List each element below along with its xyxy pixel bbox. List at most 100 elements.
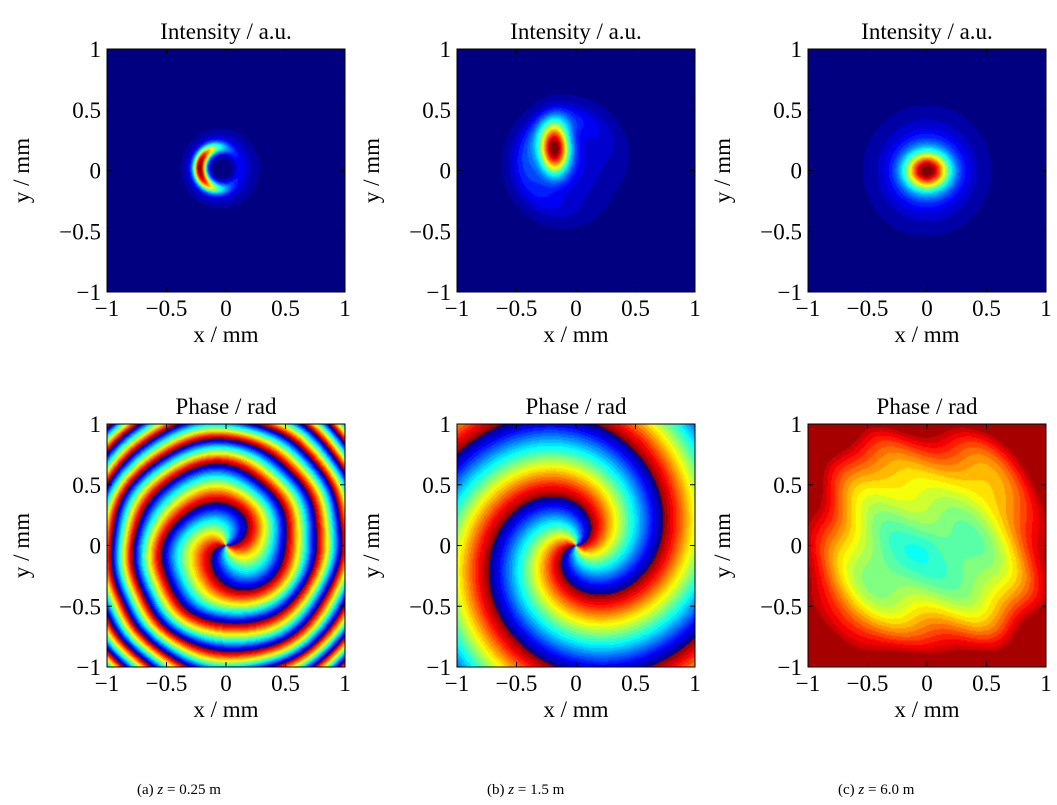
- y-tick-label: 0.5: [773, 473, 802, 498]
- x-tick-label: 1: [689, 296, 701, 321]
- y-tick-label: 1: [90, 412, 102, 437]
- y-tick-label: 0: [791, 159, 803, 184]
- caption-unit: m: [903, 782, 915, 798]
- phase-panel-c: Phase / rad −1−1 −0.5 −0.5 0 0 0.5 0.5 1 1 x / mm y…: [710, 394, 1052, 722]
- phase-panel-a: Phase / rad −1−1 −0.5 −0.5 0 0 0.5 0.5 1 1 x / mm y…: [9, 394, 351, 722]
- x-tick-label: 0.5: [271, 296, 300, 321]
- y-tick-label: 0.5: [72, 473, 101, 498]
- y-tick-label: −0.5: [760, 219, 802, 244]
- x-tick-label: −0.5: [847, 296, 889, 321]
- y-tick-label: 0.5: [773, 98, 802, 123]
- y-tick-label: −1: [77, 280, 101, 305]
- x-tick-label: 0: [921, 296, 933, 321]
- x-tick-label: 0.5: [621, 296, 650, 321]
- panel-title: Phase / rad: [877, 394, 978, 419]
- y-axis-label: y / mm: [9, 138, 34, 203]
- caption-equals: =: [864, 782, 880, 798]
- y-tick-label: −1: [77, 655, 101, 680]
- panel-title: Phase / rad: [176, 394, 277, 419]
- x-tick-label: 0: [570, 671, 582, 696]
- x-tick-label: 0: [570, 296, 582, 321]
- caption-tag: (a): [137, 782, 157, 798]
- subfigure-caption-b: (b) z = 1.5 m: [487, 782, 565, 798]
- intensity-panel-c: Intensity / a.u. −1−1 −0.5 −0.5 0 0 0.5 0.5 1 1 x …: [710, 19, 1052, 347]
- y-tick-label: 1: [440, 412, 452, 437]
- intensity-panel-b: Intensity / a.u.−1−1−0.5−0.5000.50.511x …: [359, 19, 701, 347]
- y-tick-label: 1: [791, 37, 803, 62]
- x-axis-label: x / mm: [894, 322, 959, 347]
- x-tick-label: 1: [1040, 296, 1052, 321]
- y-tick-label: 1: [791, 412, 803, 437]
- y-tick-label: 0: [440, 534, 452, 559]
- y-tick-label: 0: [90, 159, 102, 184]
- y-tick-label: −0.5: [59, 594, 101, 619]
- panel-title: Intensity / a.u.: [160, 19, 292, 44]
- caption-value: 1.5: [530, 782, 553, 798]
- caption-equals: =: [514, 782, 530, 798]
- caption-unit: m: [553, 782, 565, 798]
- caption-value: 0.25: [179, 782, 209, 798]
- y-tick-label: −0.5: [409, 594, 451, 619]
- panel-title: Phase / rad: [526, 394, 627, 419]
- subfigure-caption-a: (a) z = 0.25 m: [137, 782, 221, 798]
- caption-value: 6.0: [880, 782, 903, 798]
- x-tick-label: 1: [689, 671, 701, 696]
- y-tick-label: 0.5: [422, 98, 451, 123]
- y-axis-label: y / mm: [359, 513, 384, 578]
- intensity-heatmap-c: [808, 49, 1046, 292]
- y-axis-label: y / mm: [710, 138, 735, 203]
- y-tick-label: 0: [440, 159, 452, 184]
- x-tick-label: −0.5: [146, 671, 188, 696]
- phase-heatmap-a: [107, 424, 345, 667]
- panel-title: Intensity / a.u.: [861, 19, 993, 44]
- x-tick-label: 0: [220, 671, 232, 696]
- intensity-panel-a: Intensity / a.u. −1−1 −0.5 −0.5 0 0 0.5 0.5 1 1 x …: [9, 19, 351, 347]
- caption-unit: m: [209, 782, 221, 798]
- x-tick-label: −0.5: [146, 296, 188, 321]
- x-tick-label: −0.5: [496, 296, 538, 321]
- y-tick-label: 1: [440, 37, 452, 62]
- x-tick-label: 1: [1040, 671, 1052, 696]
- x-tick-label: 0: [220, 296, 232, 321]
- y-tick-label: 0: [90, 534, 102, 559]
- x-tick-label: 0.5: [271, 671, 300, 696]
- y-axis-label: y / mm: [710, 513, 735, 578]
- caption-tag: (c): [838, 782, 858, 798]
- x-tick-label: 0.5: [972, 296, 1001, 321]
- caption-tag: (b): [487, 782, 508, 798]
- y-tick-label: −1: [778, 655, 802, 680]
- y-tick-label: −1: [427, 655, 451, 680]
- x-tick-label: −0.5: [847, 671, 889, 696]
- x-axis-label: x / mm: [894, 697, 959, 722]
- y-tick-label: −0.5: [59, 219, 101, 244]
- x-axis-label: x / mm: [543, 322, 608, 347]
- y-tick-label: 1: [90, 37, 102, 62]
- panel-title: Intensity / a.u.: [510, 19, 642, 44]
- y-axis-label: y / mm: [9, 513, 34, 578]
- x-axis-label: x / mm: [193, 322, 258, 347]
- y-axis-label: y / mm: [359, 138, 384, 203]
- phase-panel-b: Phase / rad −1−1 −0.5 −0.5 0 0 0.5 0.5 1 1 x / mm y…: [359, 394, 701, 722]
- x-tick-label: 0.5: [972, 671, 1001, 696]
- x-tick-label: 0: [921, 671, 933, 696]
- x-tick-label: 0.5: [621, 671, 650, 696]
- x-axis-label: x / mm: [543, 697, 608, 722]
- x-tick-label: 1: [339, 296, 351, 321]
- y-tick-label: 0: [791, 534, 803, 559]
- phase-heatmap-b: [457, 424, 695, 667]
- y-tick-label: −1: [778, 280, 802, 305]
- y-tick-label: −0.5: [409, 219, 451, 244]
- x-tick-label: −0.5: [496, 671, 538, 696]
- x-axis-label: x / mm: [193, 697, 258, 722]
- y-tick-label: 0.5: [422, 473, 451, 498]
- subfigure-caption-c: (c) z = 6.0 m: [838, 782, 915, 798]
- phase-heatmap-c: [808, 424, 1046, 667]
- y-tick-label: −1: [427, 280, 451, 305]
- y-tick-label: −0.5: [760, 594, 802, 619]
- intensity-heatmap-a: [107, 49, 345, 292]
- caption-equals: =: [163, 782, 179, 798]
- y-tick-label: 0.5: [72, 98, 101, 123]
- intensity-heatmap-b: [457, 49, 695, 292]
- x-tick-label: 1: [339, 671, 351, 696]
